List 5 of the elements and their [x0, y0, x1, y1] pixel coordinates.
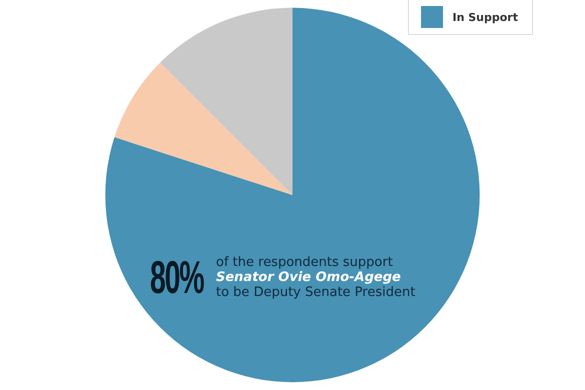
data-label: 80% [150, 250, 204, 304]
legend-label: In Support [452, 10, 518, 24]
text: of the respondents support Senator Ovie Omo-Agege to be Deputy Senate President [216, 254, 416, 300]
pie-slice [114, 62, 292, 195]
pie-slice [160, 8, 292, 195]
